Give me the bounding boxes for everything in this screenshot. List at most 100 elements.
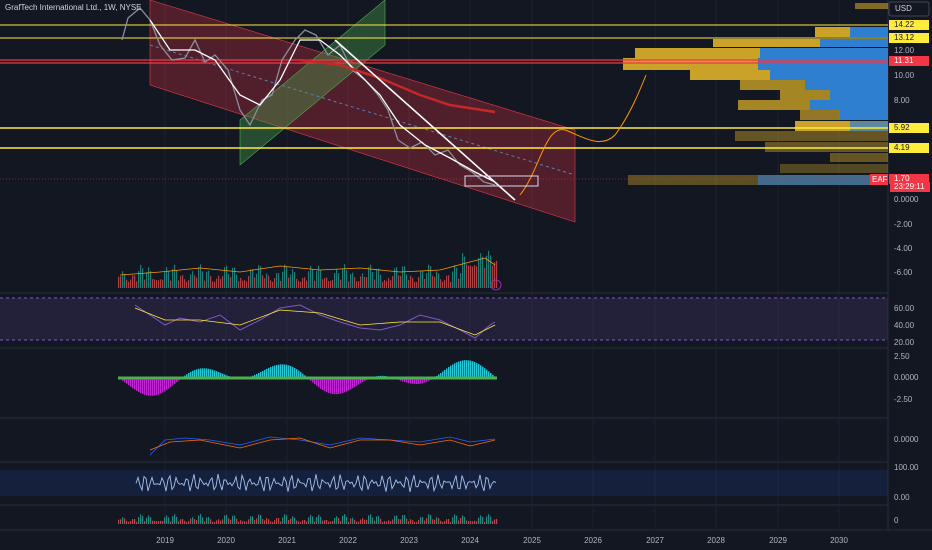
volume-bar xyxy=(174,264,176,288)
bottom-bar xyxy=(468,520,470,524)
hist-bar xyxy=(262,370,264,378)
hist-bar xyxy=(146,378,148,396)
bottom-bar xyxy=(342,515,344,524)
volume-bars xyxy=(118,250,498,288)
hist-bar xyxy=(402,378,404,382)
long-ma xyxy=(299,58,496,114)
hist-bar xyxy=(412,378,414,384)
volume-bar xyxy=(338,273,340,288)
red-channel xyxy=(149,0,576,223)
volume-bar xyxy=(486,255,488,288)
bottom-bar xyxy=(360,519,362,524)
bottom-bar xyxy=(316,517,318,524)
bottom-bar xyxy=(426,518,428,524)
volume-bar xyxy=(268,275,270,288)
stoch-line xyxy=(135,473,497,493)
bottom-bar xyxy=(476,521,478,524)
hist-bar xyxy=(258,372,260,378)
hist-bar xyxy=(492,374,494,378)
hist-bar xyxy=(162,378,164,393)
volume-bar xyxy=(368,267,370,288)
bottom-bar xyxy=(450,521,452,524)
volume-bar xyxy=(224,267,226,288)
volume-bar xyxy=(428,264,430,288)
hist-bar xyxy=(332,378,334,394)
volume-bar xyxy=(492,265,494,288)
bottom-bar xyxy=(406,518,408,524)
bottom-bar xyxy=(198,515,200,524)
bottom-bar xyxy=(362,518,364,524)
bottom-bar xyxy=(470,521,472,524)
bottom-bar xyxy=(446,519,448,524)
hist-bar xyxy=(222,373,224,378)
volume-bar xyxy=(202,271,204,288)
hist-bar xyxy=(174,378,176,384)
event-icon[interactable] xyxy=(490,279,502,291)
volume-bar xyxy=(412,277,414,288)
volume-bar xyxy=(430,266,432,288)
hist-bar xyxy=(326,378,328,393)
volume-bar xyxy=(142,268,144,288)
volume-bar xyxy=(436,271,438,288)
bottom-bar xyxy=(464,516,466,524)
target-box xyxy=(464,175,539,187)
price-label: 2.50 xyxy=(894,352,910,361)
volume-bar xyxy=(152,279,154,288)
bottom-bar xyxy=(142,515,144,524)
bottom-bar xyxy=(266,518,268,524)
volume-bar xyxy=(296,278,298,288)
hist-bar xyxy=(302,373,304,378)
volume-bar xyxy=(126,279,128,288)
volume-bar xyxy=(334,272,336,288)
currency-button[interactable] xyxy=(888,1,930,17)
bottom-bar xyxy=(480,515,482,524)
price-label-bg xyxy=(889,56,929,66)
hist-bar xyxy=(358,378,360,385)
volume-bar xyxy=(200,264,202,288)
hist-bar xyxy=(348,378,350,391)
hist-bar xyxy=(422,378,424,384)
bottom-bar xyxy=(280,521,282,524)
hist-bar xyxy=(166,378,168,391)
bottom-bar xyxy=(128,521,130,524)
bottom-bar xyxy=(190,518,192,524)
hist-bar xyxy=(176,378,178,383)
symbol-title: GrafTech International Ltd., 1W, NYSE xyxy=(5,3,142,12)
volume-bar xyxy=(182,275,184,288)
hist-bar xyxy=(354,378,356,388)
bottom-bar xyxy=(294,517,296,524)
price-label-bg xyxy=(889,33,929,43)
bottom-bar xyxy=(160,520,162,524)
volume-bar xyxy=(456,267,458,288)
bottom-bar xyxy=(376,516,378,524)
time-label: 2023 xyxy=(400,536,418,545)
countdown: 23:29:11 xyxy=(894,182,925,191)
bottom-bar xyxy=(138,517,140,524)
bottom-volume xyxy=(118,514,498,524)
bottom-bar xyxy=(202,517,204,524)
volume-bar xyxy=(124,273,126,288)
bottom-bar xyxy=(158,521,160,524)
bottom-bar xyxy=(124,518,126,524)
volume-bar xyxy=(284,264,286,288)
bottom-bar xyxy=(212,521,214,524)
hist-bar xyxy=(334,378,336,395)
bottom-bar xyxy=(326,519,328,524)
price-label: 40.00 xyxy=(894,321,915,330)
bottom-bar xyxy=(332,521,334,524)
bottom-bar xyxy=(122,517,124,524)
hist-bar xyxy=(330,378,332,394)
bottom-bar xyxy=(440,520,442,524)
bottom-bar xyxy=(216,520,218,524)
volume-bar xyxy=(434,276,436,288)
volume-bar xyxy=(462,253,464,288)
currency[interactable]: USD xyxy=(895,4,912,13)
volume-bar xyxy=(208,270,210,288)
volume-bar xyxy=(120,276,122,288)
hist-bar xyxy=(318,378,320,388)
volume-bar xyxy=(304,277,306,288)
bottom-bar xyxy=(348,521,350,524)
volume-bar xyxy=(158,280,160,288)
volume-bar xyxy=(252,269,254,288)
hist-bar xyxy=(172,378,174,386)
